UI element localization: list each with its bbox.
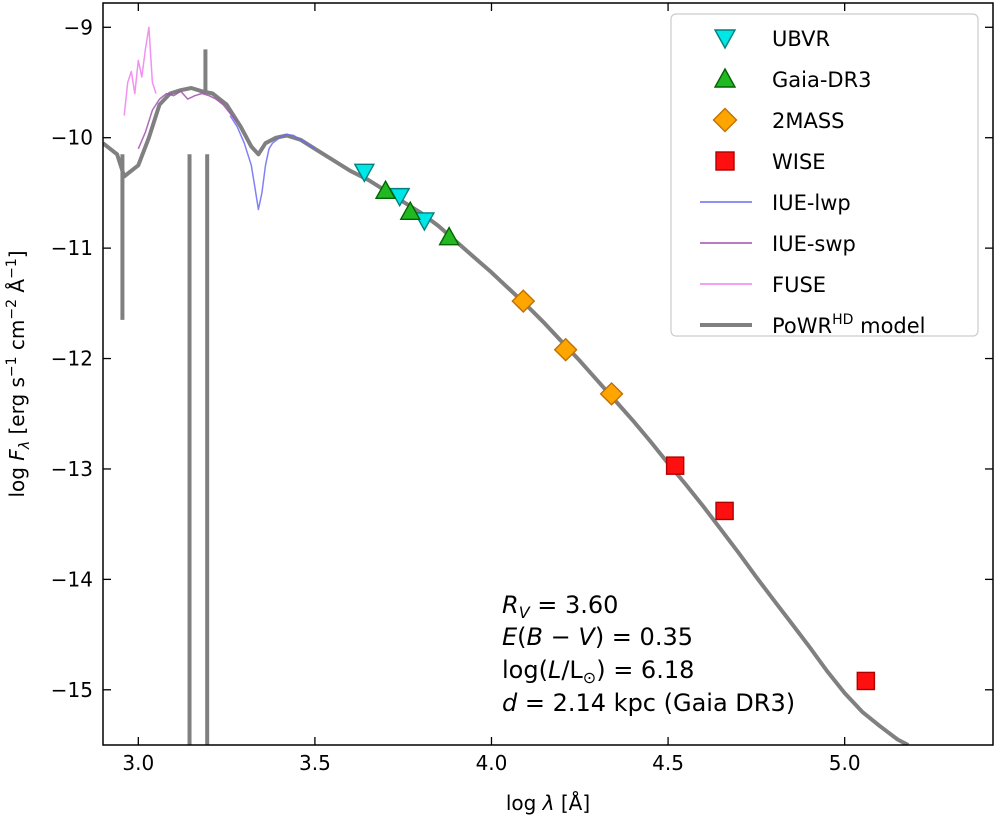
legend-marker-ubvr: [713, 29, 737, 50]
legend-label-gaia-dr3: Gaia-DR3: [772, 68, 872, 92]
series-line-fuse: [123, 26, 157, 116]
legend-label-wise: WISE: [772, 150, 826, 174]
y-tick-label: −9: [64, 15, 93, 39]
legend-marker-gaia-dr3: [713, 67, 737, 88]
legend-label-fuse: FUSE: [772, 273, 826, 297]
plot-frame: [102, 2, 994, 746]
point-2mass: [511, 289, 536, 314]
x-tick-label: 3.5: [299, 751, 331, 775]
legend-label-iue-swp: IUE-swp: [772, 232, 856, 256]
annotation-rv: RV = 3.60: [502, 591, 618, 622]
y-tick-label: −10: [51, 126, 93, 150]
annotation-distance: d = 2.14 kpc (Gaia DR3): [502, 689, 795, 717]
legend-marker-2mass: [712, 107, 738, 133]
point-ubvr: [353, 163, 376, 183]
series-layer: [103, 26, 910, 745]
series-line-iue-swp: [137, 90, 238, 150]
point-gaia-dr3: [399, 200, 421, 220]
point-2mass: [599, 381, 624, 406]
parameter-annotation: RV = 3.60 E(B − V) = 0.35 log(L/L⊙) = 6.…: [502, 591, 795, 717]
x-tick-label: 3.0: [122, 751, 154, 775]
y-tick-label: −12: [51, 347, 93, 371]
legend-label-iue-lwp: IUE-lwp: [772, 191, 851, 215]
marker-layer: [353, 163, 876, 691]
series-line-powr-hd-model: [103, 86, 910, 745]
annotation-luminosity: log(L/L⊙) = 6.18: [502, 656, 694, 687]
point-gaia-dr3: [374, 179, 397, 200]
legend-label-powr-hd-model: PoWRHD model: [772, 312, 926, 338]
y-tick-label: −15: [51, 678, 93, 702]
y-axis-label: log Fλ [erg s−1 cm−2 Å−1]: [4, 250, 33, 497]
annotation-ebv: E(B − V) = 0.35: [502, 623, 693, 651]
legend-label-2mass: 2MASS: [772, 109, 845, 133]
legend-label-ubvr: UBVR: [772, 27, 830, 51]
point-gaia-dr3: [438, 226, 460, 246]
y-tick-label: −13: [51, 457, 93, 481]
y-tick-label: −11: [51, 236, 93, 260]
point-wise: [665, 456, 685, 475]
point-wise: [715, 501, 734, 521]
x-axis-label: log λ [Å]: [506, 791, 590, 815]
legend: UBVR Gaia-DR3 2MASS WISE IUE-lwp IUE-swp FUSE P…: [670, 13, 979, 338]
legend-box: [670, 13, 979, 337]
series-line-iue-lwp: [229, 115, 316, 211]
y-tick-label: −14: [51, 567, 93, 591]
x-tick-label: 4.5: [652, 751, 684, 775]
point-wise: [856, 671, 876, 691]
legend-marker-wise: [715, 151, 735, 171]
point-2mass: [553, 337, 578, 362]
x-tick-label: 5.0: [829, 751, 861, 775]
tick-layer: 3.0 3.5 4.0 4.5 5.0 −9 −10 −11 −12 −13 −14 −15: [51, 3, 993, 775]
point-ubvr: [413, 212, 436, 232]
x-tick-label: 4.0: [476, 751, 508, 775]
